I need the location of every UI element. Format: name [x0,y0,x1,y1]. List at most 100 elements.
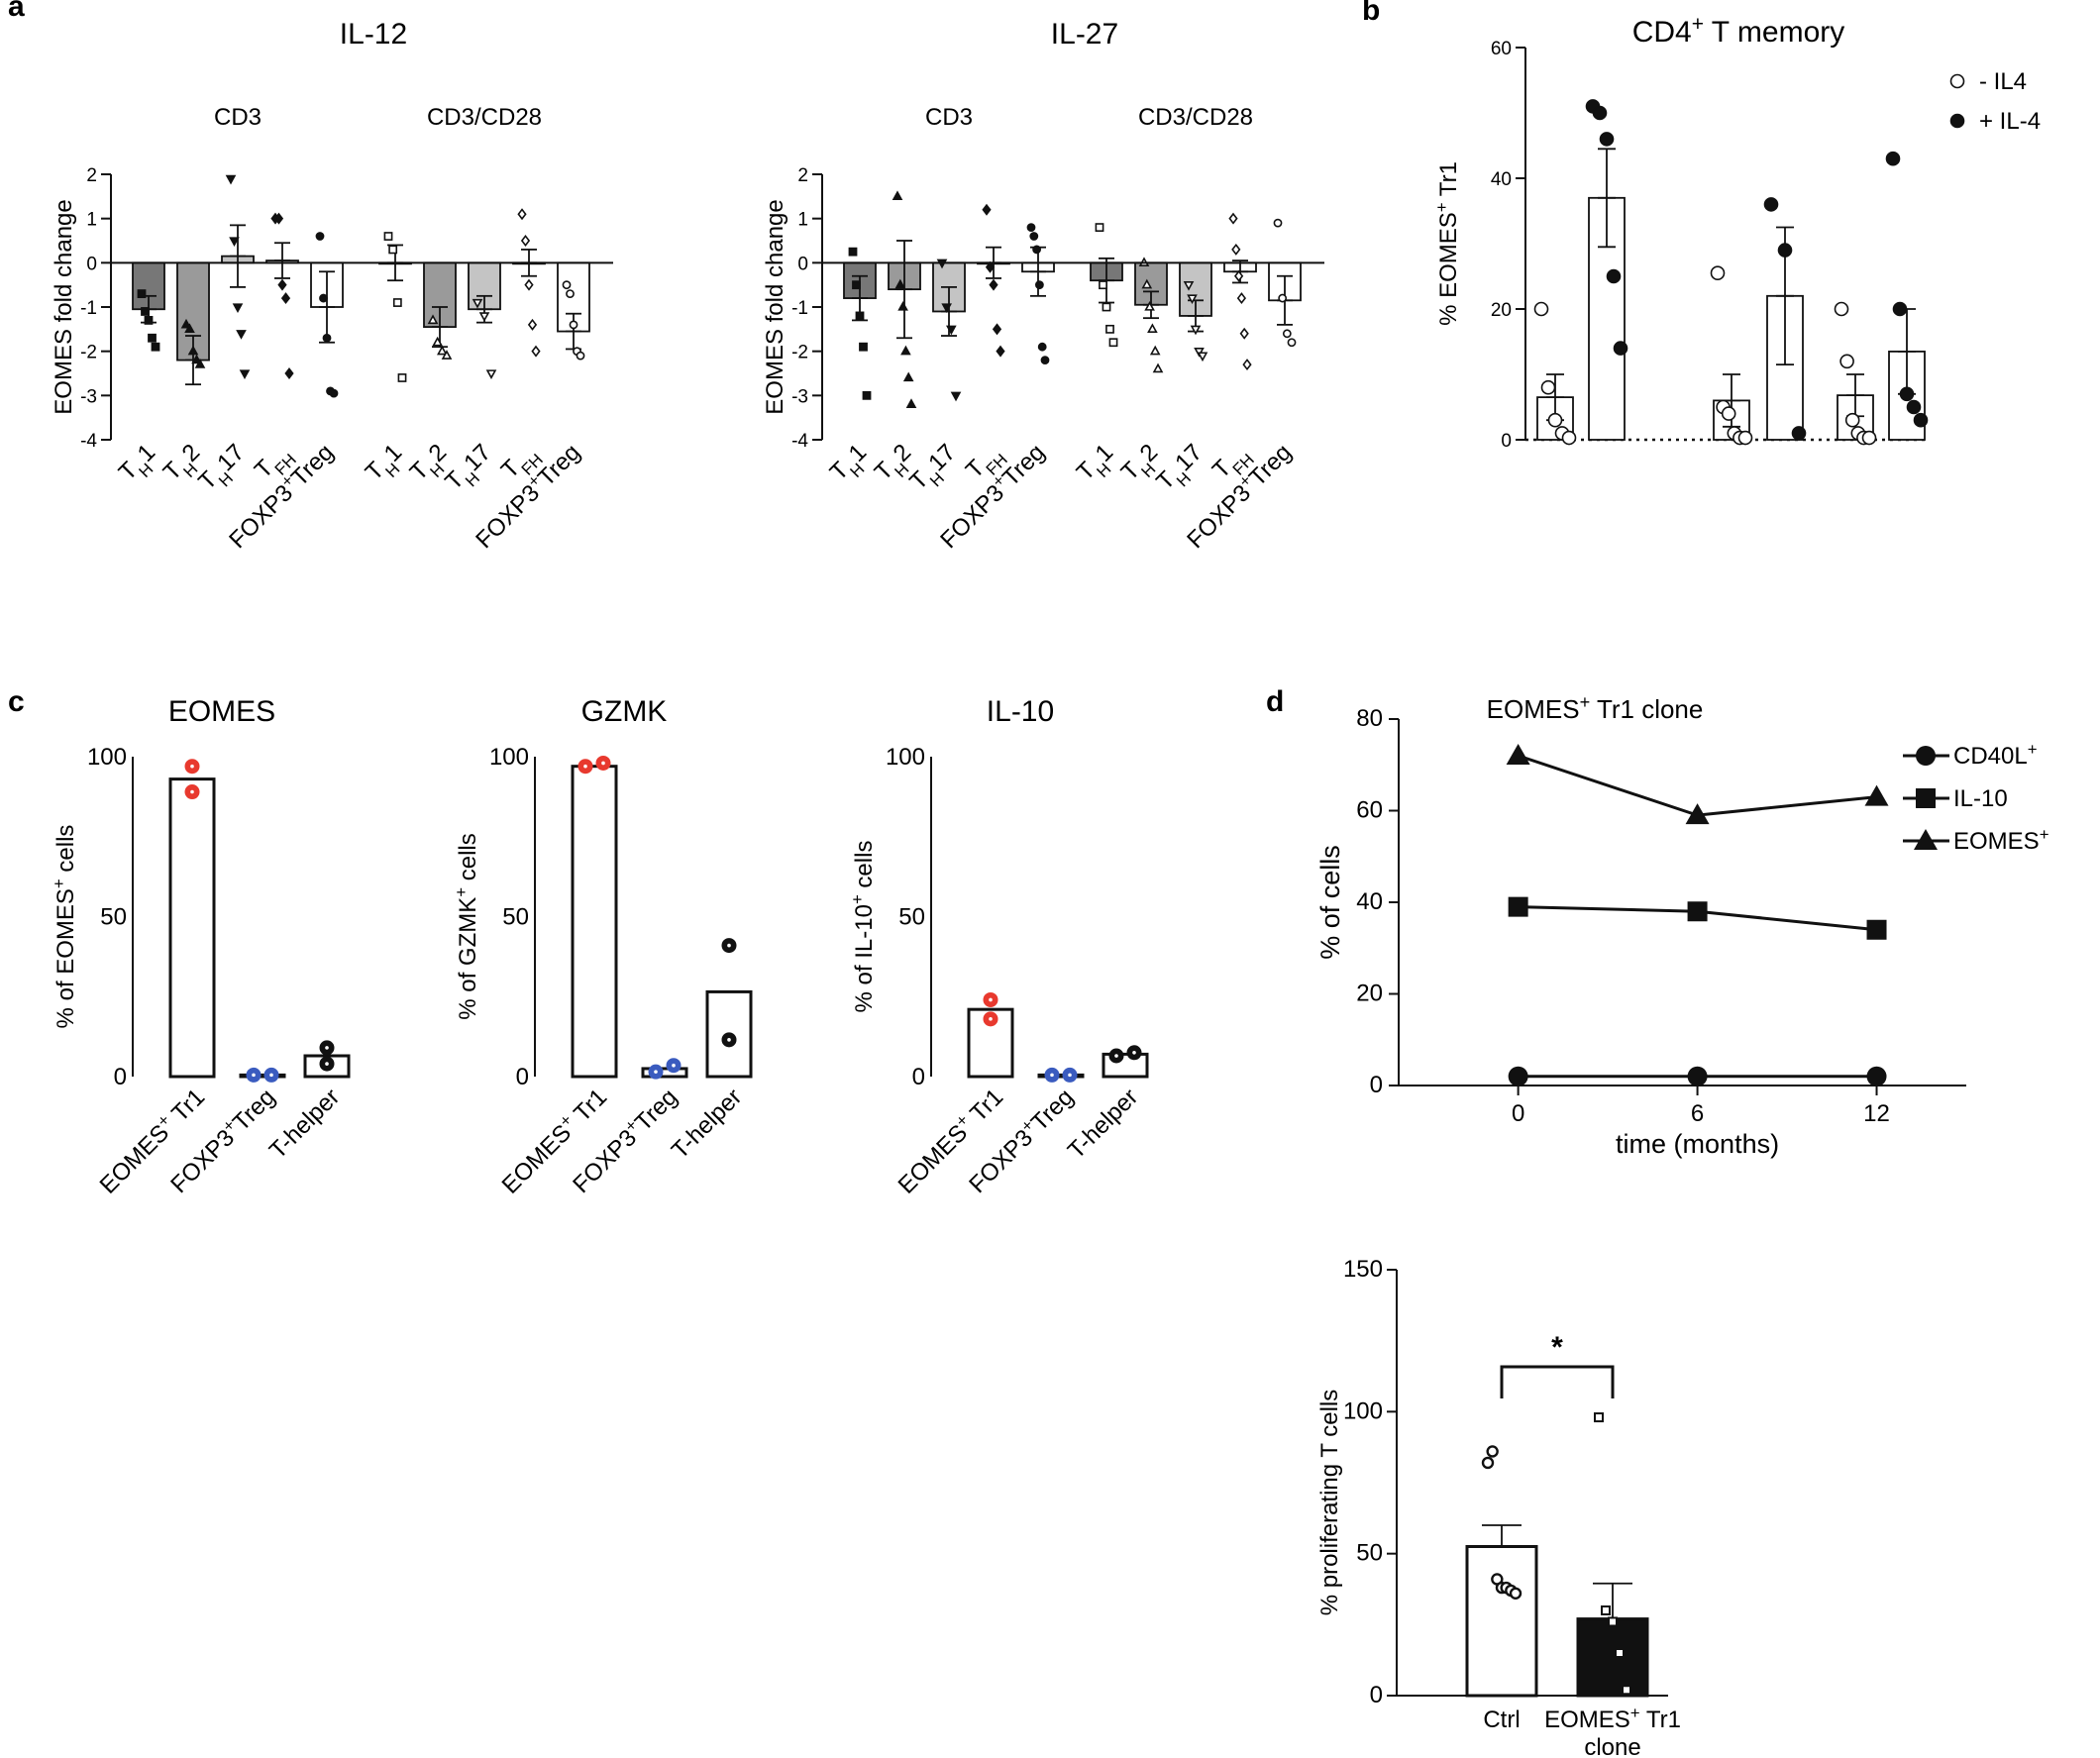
data-point [859,342,868,352]
x-axis-label: time (months) [1616,1129,1779,1159]
y-tick-label: 0 [912,1064,925,1090]
data-point [1287,338,1297,348]
data-point [180,318,192,329]
y-axis-label: % of GZMK+ cells [452,833,482,1020]
data-point [151,342,160,352]
data-point [1273,218,1283,228]
data-point [273,212,284,225]
data-point [1540,379,1556,395]
data-point [900,345,911,356]
a-y-tick-label: -4 [791,431,808,452]
data-point [1183,280,1195,291]
a-y-tick-label: -1 [791,298,808,319]
data-point [1710,265,1726,281]
data-point-center [601,761,605,766]
series-marker [1508,1066,1528,1086]
panel-label-a: a [8,0,25,23]
data-point [144,315,154,325]
data-point [1152,362,1164,373]
y-axis-label: EOMES fold change [762,199,788,414]
data-point [388,245,398,255]
data-point [1236,292,1247,305]
data-point [437,345,448,356]
panel-label-d: d [1266,685,1284,718]
y-axis-label: % of cells [1315,845,1345,960]
d-y-tick-label: 0 [1370,1072,1383,1098]
legend-label: + IL-4 [1979,108,2041,135]
data-point [996,345,1005,358]
data-point [1601,1605,1611,1615]
data-point [894,278,906,289]
data-point [1187,294,1198,305]
b-y-tick-label: 60 [1491,39,1512,59]
d2-y-tick-label: 150 [1343,1256,1383,1283]
data-point [1481,1456,1495,1470]
d-y-tick-label: 60 [1356,797,1383,824]
data-point [280,292,291,305]
data-point [1037,342,1047,352]
chart-title: IL-27 [1051,18,1118,51]
data-point [1197,352,1208,362]
chart-cd4-t-memory: CD4+ T memory 0 20 40 60 % EOMES+ Tr1 - IL4 + I… [1432,13,2042,453]
data-point [985,260,996,273]
y-tick-label: 50 [100,904,127,931]
data-point [239,369,251,379]
y-tick-label: 0 [516,1064,529,1090]
data-point [1777,243,1793,258]
group-label: CD3/CD28 [1138,104,1253,131]
a-y-tick-label: 2 [86,165,97,186]
data-point [1861,430,1877,446]
data-point [902,371,914,382]
data-point [1613,341,1628,356]
b-y-tick-label: 40 [1491,169,1512,190]
data-point [848,247,858,257]
y-axis-label: % of IL-10+ cells [848,841,879,1013]
data-point [531,345,541,358]
data-point [520,235,531,247]
d2-y-tick-label: 50 [1356,1540,1383,1567]
data-point [319,293,328,303]
data-point [392,298,402,307]
data-point [1606,268,1622,284]
data-point [852,280,861,290]
category-label: TH2 [158,439,211,491]
data-point-center [325,1046,329,1050]
data-point [284,367,294,379]
category-label: T-helper [264,1084,345,1164]
data-point [427,314,439,325]
legend-marker [1914,829,1938,850]
data-point [1144,301,1155,311]
data-point [191,354,202,364]
data-point [1278,293,1288,303]
bar [1576,1617,1649,1698]
data-point [892,190,903,201]
data-point [1026,223,1036,232]
category-label: T-helper [1063,1084,1143,1164]
a-y-tick-label: 0 [86,254,97,274]
data-point [478,312,490,322]
data-point [1737,430,1753,446]
data-point-center [727,1038,731,1042]
chart-il27: IL-27 -4 -3 -2 -1 0 1 2 EOMES fold change CD3 TH1 T… [762,18,1324,554]
data-point [229,237,240,247]
category-label: TH17 [193,439,255,500]
legend-marker [1916,788,1936,808]
data-point [1844,412,1860,428]
legend-label: EOMES+ [1953,825,2049,856]
y-axis-label: % of EOMES+ cells [50,825,80,1029]
data-point [1486,1445,1499,1458]
a-y-tick-label: -4 [80,431,97,452]
data-point-center [989,1017,993,1021]
data-point-center [1114,1054,1118,1058]
x-tick-label: 12 [1863,1100,1890,1127]
data-point [1029,232,1039,241]
data-point-center [252,1073,256,1078]
x-tick-label: 6 [1691,1100,1704,1127]
chart-d-proliferation: 0 50 100 150 % proliferating T cells Ctrl EOME… [1316,1256,1681,1758]
data-point [194,359,206,368]
bar [239,1073,286,1079]
y-tick-label: 50 [898,904,925,931]
data-point [315,232,325,241]
data-point [517,208,527,221]
